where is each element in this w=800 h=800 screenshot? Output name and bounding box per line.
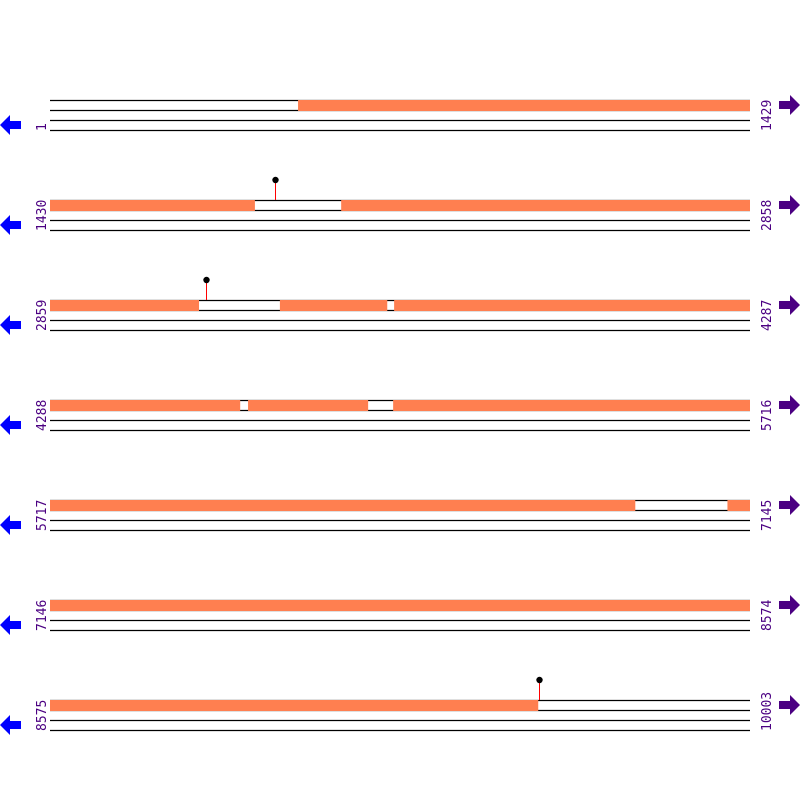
row-end-label: 1429 <box>760 100 775 131</box>
feature-block <box>50 600 750 611</box>
feature-block <box>50 700 539 711</box>
sequence-row: 8575 10003 <box>0 676 800 735</box>
arrow-right-icon <box>779 95 800 115</box>
feature-block <box>393 400 750 411</box>
row-end-label: 8574 <box>760 600 775 631</box>
row-start-label: 2859 <box>35 300 50 331</box>
row-start-label: 7146 <box>35 600 50 631</box>
feature-block <box>727 500 750 511</box>
feature-block <box>50 400 241 411</box>
arrow-right-icon <box>779 395 800 415</box>
feature-block <box>50 200 255 211</box>
feature-block <box>50 500 636 511</box>
sequence-row: 4288 5716 <box>0 395 800 435</box>
arrow-left-icon <box>0 315 21 335</box>
feature-block <box>50 300 200 311</box>
row-start-label: 5717 <box>35 500 50 531</box>
feature-block <box>341 200 750 211</box>
arrow-right-icon <box>779 595 800 615</box>
marker-head <box>536 676 543 684</box>
arrow-left-icon <box>0 215 21 235</box>
row-start-label: 8575 <box>35 700 50 731</box>
arrow-right-icon <box>779 195 800 215</box>
arrow-left-icon <box>0 415 21 435</box>
arrow-right-icon <box>779 295 800 315</box>
row-end-label: 5716 <box>760 400 775 431</box>
row-start-label: 4288 <box>35 400 50 431</box>
sequence-row: 1 1429 <box>0 95 800 135</box>
sequence-row: 7146 8574 <box>0 595 800 635</box>
row-end-label: 4287 <box>760 300 775 331</box>
arrow-right-icon <box>779 495 800 515</box>
row-end-label: 10003 <box>760 692 775 731</box>
arrow-left-icon <box>0 515 21 535</box>
feature-block <box>248 400 369 411</box>
arrow-left-icon <box>0 115 21 135</box>
marker-head <box>203 276 210 284</box>
row-start-label: 1 <box>35 123 50 131</box>
row-end-label: 7145 <box>760 500 775 531</box>
feature-block <box>394 300 750 311</box>
sequence-row: 1430 2858 <box>0 176 800 235</box>
sequence-row: 5717 7145 <box>0 495 800 535</box>
row-end-label: 2858 <box>760 200 775 231</box>
arrow-right-icon <box>779 695 800 715</box>
sequence-row: 2859 4287 <box>0 276 800 335</box>
row-start-label: 1430 <box>35 200 50 231</box>
feature-block <box>298 100 750 111</box>
feature-block <box>279 300 388 311</box>
arrow-left-icon <box>0 615 21 635</box>
marker-head <box>272 176 279 184</box>
arrow-left-icon <box>0 715 21 735</box>
